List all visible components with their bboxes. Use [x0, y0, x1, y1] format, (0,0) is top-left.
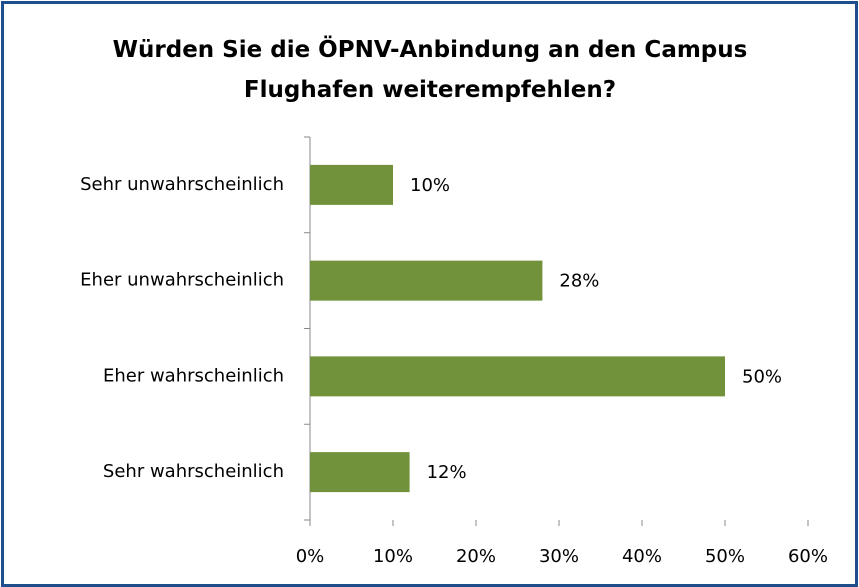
x-tick-label: 40% [622, 546, 662, 567]
chart-title: Würden Sie die ÖPNV-Anbindung an den Cam… [112, 37, 748, 103]
value-label: 50% [742, 366, 782, 387]
bar [310, 452, 410, 493]
x-tick-label: 30% [539, 546, 579, 567]
y-tick-label: Eher wahrscheinlich [103, 365, 284, 386]
x-tick-label: 0% [296, 546, 325, 567]
bar [310, 260, 543, 301]
x-tick-label: 20% [456, 546, 496, 567]
x-tick-label: 60% [788, 546, 828, 567]
bar [310, 356, 725, 397]
y-tick-label: Sehr unwahrscheinlich [80, 174, 284, 195]
value-label: 12% [427, 462, 467, 483]
x-tick-label: 10% [373, 546, 413, 567]
y-tick-label: Eher unwahrscheinlich [80, 270, 284, 291]
value-label: 28% [559, 271, 599, 292]
bar [310, 164, 393, 205]
value-label: 10% [410, 175, 450, 196]
x-tick-label: 50% [705, 546, 745, 567]
y-tick-label: Sehr wahrscheinlich [103, 461, 284, 482]
